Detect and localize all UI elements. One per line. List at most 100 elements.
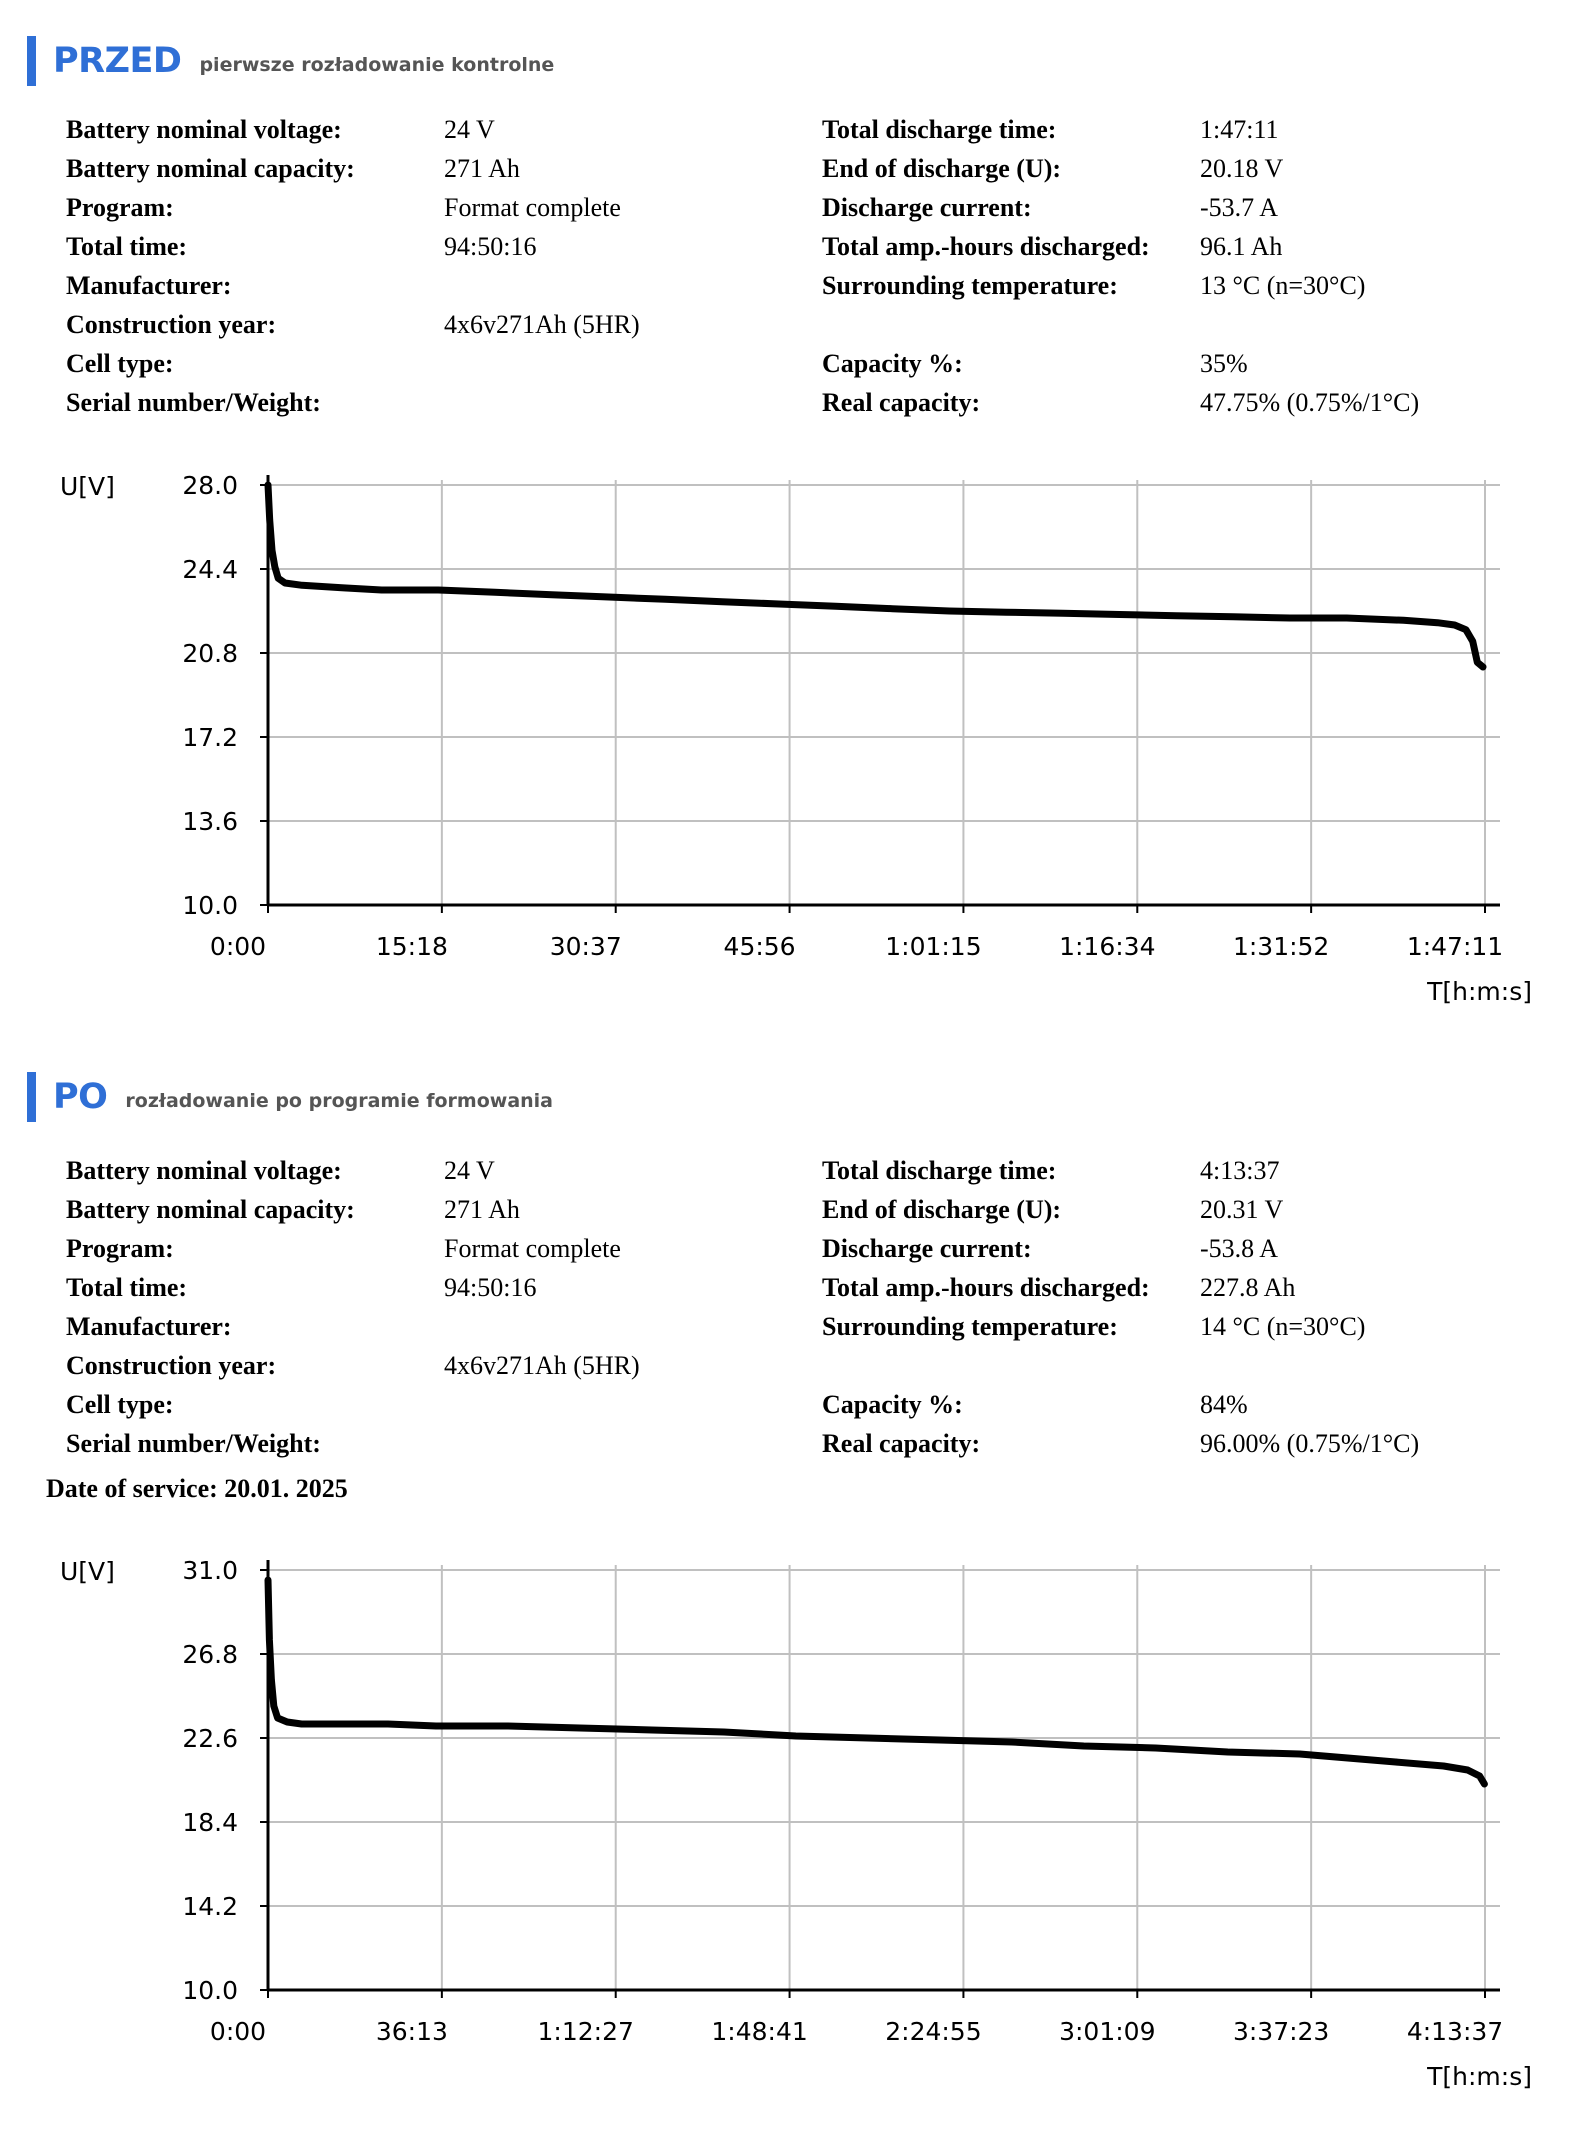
data-point — [890, 606, 896, 612]
data-point — [776, 601, 782, 607]
y-tick-label: 28.0 — [182, 471, 238, 500]
data-point — [492, 589, 498, 595]
voltage-series-line — [264, 481, 1487, 671]
data-point — [268, 1677, 274, 1683]
data-point — [435, 587, 441, 593]
date-of-service: Date of service: 20.01. 2025 — [46, 1474, 348, 1503]
info-label: Real capacity: — [822, 388, 981, 417]
x-tick-label: 1:31:52 — [1233, 932, 1329, 961]
data-point — [1477, 1773, 1483, 1779]
data-point — [299, 582, 305, 588]
info-value: Format complete — [444, 193, 621, 222]
info-label: Surrounding temperature: — [822, 1312, 1118, 1341]
data-point — [1230, 614, 1236, 620]
info-label: Cell type: — [66, 1390, 174, 1419]
info-value: 47.75% (0.75%/1°C) — [1200, 388, 1420, 417]
info-label: Discharge current: — [822, 193, 1032, 222]
data-point — [1481, 1781, 1487, 1787]
data-point — [272, 564, 278, 570]
info-value: 1:47:11 — [1200, 115, 1279, 144]
y-axis-label: U[V] — [60, 1557, 115, 1586]
data-point — [433, 1723, 439, 1729]
y-tick-label: 13.6 — [182, 807, 238, 836]
data-point — [833, 603, 839, 609]
info-label: Discharge current: — [822, 1234, 1032, 1263]
data-point — [793, 1733, 799, 1739]
x-tick-label: 0:00 — [210, 2017, 266, 2046]
y-tick-label: 22.6 — [182, 1724, 238, 1753]
info-value: 20.31 V — [1200, 1195, 1284, 1224]
y-tick-label: 24.4 — [182, 555, 238, 584]
data-point — [267, 517, 273, 523]
y-tick-label: 10.0 — [182, 1976, 238, 2005]
info-label: Battery nominal capacity: — [66, 1195, 355, 1224]
y-tick-label: 20.8 — [182, 639, 238, 668]
data-point — [284, 1719, 290, 1725]
info-label: Construction year: — [66, 1351, 277, 1380]
info-label: Construction year: — [66, 310, 277, 339]
data-point — [265, 1577, 271, 1583]
data-point — [946, 608, 952, 614]
info-value: -53.7 A — [1200, 193, 1278, 222]
info-label: Capacity %: — [822, 349, 963, 378]
info-label: Battery nominal capacity: — [66, 154, 355, 183]
info-label: Battery nominal voltage: — [66, 115, 342, 144]
y-tick-label: 17.2 — [182, 723, 238, 752]
data-point — [1465, 1767, 1471, 1773]
data-point — [1393, 1759, 1399, 1765]
data-point — [1452, 622, 1458, 628]
info-value: 4:13:37 — [1200, 1156, 1280, 1185]
info-label: Total time: — [66, 1273, 188, 1302]
y-tick-label: 14.2 — [182, 1892, 238, 1921]
info-label: Program: — [66, 1234, 174, 1263]
info-value: 94:50:16 — [444, 232, 537, 261]
section-title: PO — [53, 1077, 108, 1117]
x-tick-label: 1:01:15 — [885, 932, 981, 961]
data-point — [1297, 1751, 1303, 1757]
info-value: 4x6v271Ah (5HR) — [444, 1351, 640, 1380]
info-label: Manufacturer: — [66, 271, 232, 300]
x-tick-label: 3:01:09 — [1059, 2017, 1155, 2046]
data-point — [275, 1715, 281, 1721]
info-label: Total amp.-hours discharged: — [822, 1273, 1150, 1302]
data-point — [269, 547, 275, 553]
data-point — [549, 592, 555, 598]
data-point — [379, 587, 385, 593]
data-point — [649, 1727, 655, 1733]
info-label: Serial number/Weight: — [66, 388, 321, 417]
data-point — [266, 1637, 272, 1643]
x-axis-label: T[h:m:s] — [1426, 2062, 1532, 2091]
x-tick-label: 4:13:37 — [1407, 2017, 1503, 2046]
data-point — [1009, 1739, 1015, 1745]
x-tick-label: 36:13 — [376, 2017, 448, 2046]
y-tick-label: 26.8 — [182, 1640, 238, 1669]
y-axis-label: U[V] — [60, 472, 115, 501]
data-point — [337, 1721, 343, 1727]
data-point — [299, 1721, 305, 1727]
info-value: 14 °C (n=30°C) — [1200, 1312, 1366, 1341]
info-value: 96.00% (0.75%/1°C) — [1200, 1429, 1420, 1458]
y-tick-label: 10.0 — [182, 891, 238, 920]
x-axis-label: T[h:m:s] — [1426, 977, 1532, 1006]
info-label: Real capacity: — [822, 1429, 981, 1458]
x-tick-label: 1:16:34 — [1059, 932, 1155, 961]
info-label: Battery nominal voltage: — [66, 1156, 342, 1185]
info-label: Program: — [66, 193, 174, 222]
data-point — [1003, 609, 1009, 615]
data-point — [1441, 1763, 1447, 1769]
info-value: 13 °C (n=30°C) — [1200, 271, 1366, 300]
x-tick-label: 30:37 — [550, 932, 622, 961]
info-value: 227.8 Ah — [1200, 1273, 1296, 1302]
data-point — [1225, 1749, 1231, 1755]
data-point — [265, 482, 271, 488]
info-value: 271 Ah — [444, 154, 520, 183]
data-point — [662, 596, 668, 602]
x-tick-label: 1:12:27 — [538, 2017, 634, 2046]
voltage-chart-po: 31.0 26.8 22.6 18.4 14.2 10.0 0:00 36:13 1:12:27… — [60, 1556, 1532, 2091]
data-point — [1480, 664, 1486, 670]
section-subtitle: pierwsze rozładowanie kontrolne — [199, 54, 555, 76]
data-point — [937, 1737, 943, 1743]
info-label: Serial number/Weight: — [66, 1429, 321, 1458]
data-point — [1287, 615, 1293, 621]
data-point — [1173, 613, 1179, 619]
